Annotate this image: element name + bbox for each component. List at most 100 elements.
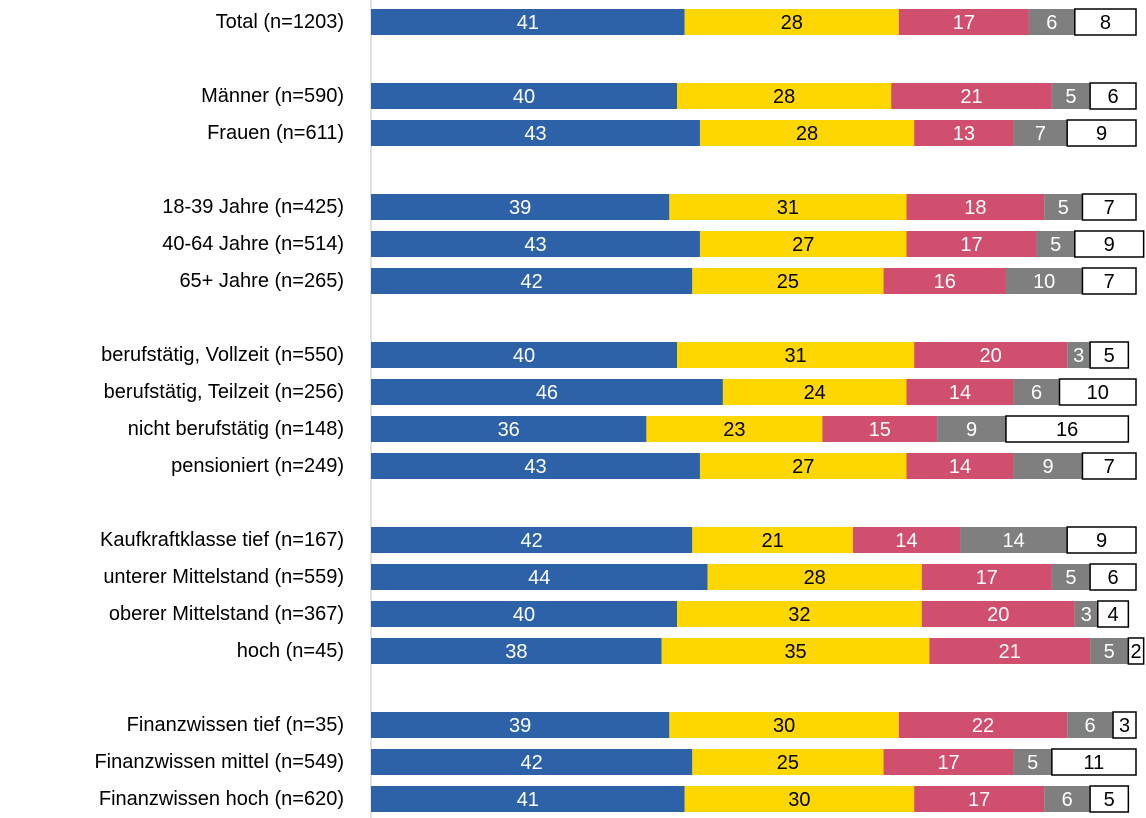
category-label: Total (n=1203): [216, 11, 344, 33]
bar-segment: [1044, 194, 1083, 220]
data-label: 24: [804, 382, 826, 404]
data-label: 14: [895, 530, 917, 552]
bar-segment: [371, 601, 677, 627]
bar-segment: [371, 231, 700, 257]
data-label: 42: [521, 530, 543, 552]
category-label: pensioniert (n=249): [171, 455, 344, 477]
data-label: 28: [804, 567, 826, 589]
bar-segment: [1090, 638, 1129, 664]
data-label: 9: [1104, 234, 1115, 256]
bar-segment: [677, 601, 922, 627]
data-label: 16: [1056, 419, 1078, 441]
bar-segment: [921, 564, 1052, 590]
data-label: 13: [953, 123, 975, 145]
bar-segment: [371, 9, 685, 35]
bar-segment: [684, 786, 915, 812]
bar-segment: [906, 453, 1014, 479]
category-label: Finanzwissen hoch (n=620): [99, 788, 344, 810]
bar-segment: [646, 416, 823, 442]
data-label: 21: [960, 86, 982, 108]
data-label: 31: [784, 345, 806, 367]
bar-segment: [883, 268, 1006, 294]
data-label: 7: [1104, 197, 1115, 219]
bar-segment: [1044, 786, 1091, 812]
category-label: berufstätig, Teilzeit (n=256): [104, 381, 344, 403]
data-label: 28: [781, 12, 803, 34]
data-label: 16: [934, 271, 956, 293]
bar-segment: [1081, 267, 1137, 295]
bar-segment: [1066, 526, 1137, 554]
data-label: 27: [792, 456, 814, 478]
data-label: 5: [1027, 752, 1038, 774]
data-label: 9: [966, 419, 977, 441]
bar-segment: [921, 601, 1075, 627]
category-label: 65+ Jahre (n=265): [179, 270, 344, 292]
category-label: unterer Mittelstand (n=559): [103, 566, 344, 588]
bar-segment: [692, 527, 853, 553]
bar-segment: [822, 416, 938, 442]
data-label: 42: [521, 271, 543, 293]
bar-segment: [371, 453, 700, 479]
bar-segment: [1089, 341, 1130, 369]
bar-segment: [1074, 8, 1137, 36]
bar-segment: [1005, 415, 1130, 443]
bar-segment: [692, 268, 884, 294]
bar-segment: [1051, 83, 1091, 109]
bar-segment: [707, 564, 922, 590]
data-label: 28: [773, 86, 795, 108]
data-label: 31: [777, 197, 799, 219]
bar-segment: [1051, 748, 1137, 776]
data-label: 5: [1065, 567, 1076, 589]
data-label: 6: [1046, 12, 1057, 34]
bar-segment: [1013, 453, 1083, 479]
bar-segment: [677, 342, 915, 368]
bar-segment: [898, 712, 1068, 738]
bar-segment: [1074, 601, 1098, 627]
bar-segment: [371, 416, 647, 442]
bar-segment: [371, 83, 677, 109]
bar-segment: [1081, 193, 1137, 221]
data-label: 11: [1084, 752, 1105, 774]
data-label: 6: [1107, 86, 1118, 108]
category-label: berufstätig, Vollzeit (n=550): [101, 344, 344, 366]
data-label: 14: [1002, 530, 1024, 552]
bar-segment: [371, 749, 693, 775]
bar-segment: [1112, 711, 1137, 739]
bar-segment: [852, 527, 961, 553]
data-label: 17: [953, 12, 975, 34]
data-label: 3: [1073, 345, 1084, 367]
data-label: 2: [1130, 641, 1141, 663]
data-label: 40: [513, 604, 535, 626]
bar-segment: [1074, 230, 1145, 258]
bar-segment: [692, 749, 884, 775]
bar-segment: [669, 712, 899, 738]
category-label: Finanzwissen mittel (n=549): [94, 751, 344, 773]
data-label: 7: [1104, 271, 1115, 293]
bar-segment: [699, 120, 915, 146]
data-label: 5: [1104, 345, 1115, 367]
data-label: 39: [509, 197, 531, 219]
data-label: 41: [517, 12, 539, 34]
data-label: 9: [1042, 456, 1053, 478]
category-label: Männer (n=590): [201, 85, 344, 107]
data-label: 15: [869, 419, 891, 441]
data-label: 14: [949, 382, 971, 404]
data-label: 5: [1104, 789, 1115, 811]
bar-segment: [891, 83, 1052, 109]
bar-segment: [1058, 378, 1137, 406]
category-label: 40-64 Jahre (n=514): [162, 233, 344, 255]
bar-segment: [371, 564, 708, 590]
data-label: 40: [513, 86, 535, 108]
bar-segment: [1081, 452, 1137, 480]
bar-segment: [1013, 749, 1052, 775]
bar-segment: [898, 9, 1029, 35]
data-label: 7: [1035, 123, 1046, 145]
data-label: 41: [517, 789, 539, 811]
data-label: 40: [513, 345, 535, 367]
data-label: 5: [1050, 234, 1061, 256]
bar-segment: [883, 749, 1014, 775]
data-label: 43: [524, 123, 546, 145]
data-label: 21: [999, 641, 1021, 663]
data-label: 44: [528, 567, 550, 589]
